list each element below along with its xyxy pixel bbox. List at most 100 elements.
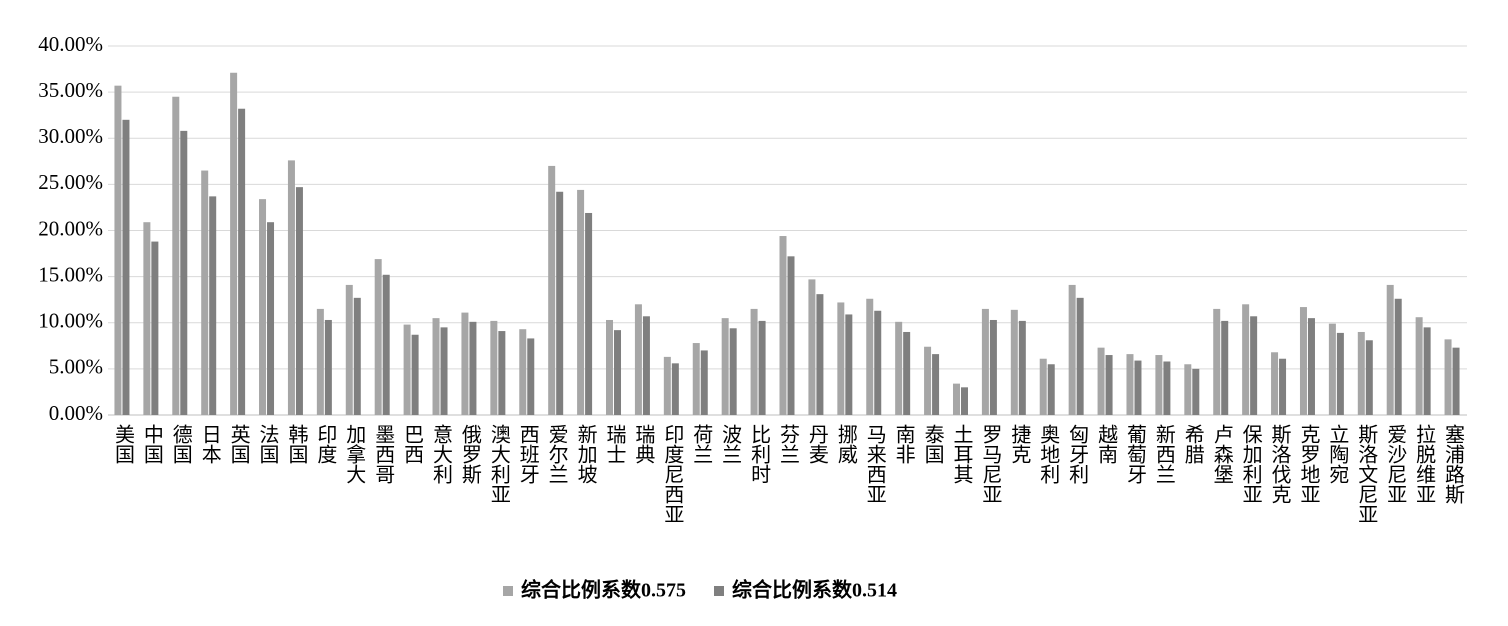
bar bbox=[1394, 298, 1402, 415]
bar bbox=[1452, 347, 1460, 415]
x-tick-label: 意大利 bbox=[430, 424, 453, 484]
bar bbox=[1163, 361, 1171, 415]
x-tick-label: 挪威 bbox=[834, 424, 857, 464]
x-tick-label: 巴西 bbox=[401, 424, 423, 464]
bar bbox=[634, 304, 642, 415]
x-tick-label: 斯洛文尼亚 bbox=[1355, 424, 1378, 524]
bar bbox=[230, 72, 238, 415]
bar bbox=[1010, 309, 1018, 415]
bar bbox=[432, 318, 440, 415]
bar bbox=[816, 294, 824, 415]
bar bbox=[180, 130, 188, 415]
bar bbox=[1213, 308, 1221, 415]
bar bbox=[845, 314, 853, 415]
bar bbox=[729, 328, 737, 415]
x-tick-label: 越南 bbox=[1095, 424, 1118, 464]
bar bbox=[287, 160, 295, 415]
x-tick-label: 塞浦路斯 bbox=[1442, 424, 1465, 504]
x-tick-label: 爱沙尼亚 bbox=[1384, 424, 1407, 504]
y-tick-label: 40.00% bbox=[38, 32, 103, 56]
x-tick-label: 德国 bbox=[169, 424, 192, 464]
bar bbox=[808, 279, 816, 415]
bar bbox=[1047, 364, 1055, 415]
bar bbox=[1068, 284, 1076, 415]
x-tick-label: 希腊 bbox=[1181, 424, 1204, 464]
bar bbox=[903, 331, 911, 415]
x-tick-label: 克罗地亚 bbox=[1297, 424, 1320, 504]
bar bbox=[960, 387, 968, 415]
bar bbox=[585, 212, 593, 415]
bar bbox=[527, 338, 535, 415]
x-tick-label: 葡萄牙 bbox=[1123, 424, 1146, 484]
bar bbox=[837, 302, 845, 415]
bar bbox=[316, 308, 324, 415]
y-tick-label: 0.00% bbox=[49, 401, 103, 425]
bar bbox=[1097, 347, 1105, 415]
bar bbox=[1279, 358, 1287, 415]
bar bbox=[1250, 316, 1258, 415]
x-tick-label: 罗马尼亚 bbox=[979, 424, 1002, 504]
y-tick-label: 15.00% bbox=[38, 262, 103, 286]
y-tick-label: 20.00% bbox=[38, 216, 103, 240]
bar bbox=[324, 319, 332, 415]
bar bbox=[440, 327, 448, 415]
bar bbox=[114, 85, 122, 415]
bar bbox=[259, 199, 267, 415]
bar bbox=[1299, 307, 1307, 415]
bar bbox=[1365, 340, 1373, 415]
bar bbox=[866, 298, 874, 415]
bar bbox=[932, 354, 940, 415]
bar bbox=[490, 320, 498, 415]
bar bbox=[924, 346, 932, 415]
x-tick-label: 日本 bbox=[198, 424, 221, 464]
y-tick-label: 30.00% bbox=[38, 124, 103, 148]
bar bbox=[151, 241, 159, 415]
bar bbox=[238, 108, 246, 415]
bar bbox=[122, 119, 130, 416]
bar bbox=[577, 189, 585, 415]
bar bbox=[663, 356, 671, 415]
bar bbox=[779, 236, 787, 415]
bar bbox=[1307, 318, 1315, 415]
bar bbox=[758, 320, 766, 415]
x-tick-label: 南非 bbox=[892, 424, 914, 464]
bar bbox=[1076, 297, 1084, 415]
y-tick-label: 10.00% bbox=[38, 309, 103, 333]
bar bbox=[952, 383, 960, 415]
x-tick-label: 芬兰 bbox=[777, 424, 800, 464]
bar bbox=[143, 222, 151, 415]
legend-swatch bbox=[503, 586, 513, 596]
bar bbox=[989, 319, 997, 415]
bar bbox=[469, 321, 477, 415]
x-tick-label: 保加利亚 bbox=[1239, 424, 1262, 504]
bar bbox=[874, 310, 882, 415]
legend-label: 综合比例系数0.514 bbox=[732, 578, 897, 602]
x-tick-label: 法国 bbox=[256, 424, 279, 464]
x-tick-label: 波兰 bbox=[719, 424, 742, 464]
bar bbox=[700, 350, 708, 415]
bar bbox=[267, 222, 275, 415]
bar bbox=[1336, 332, 1344, 415]
bar bbox=[981, 308, 989, 415]
bar bbox=[1328, 323, 1336, 415]
bar bbox=[519, 329, 527, 415]
x-tick-label: 捷克 bbox=[1008, 424, 1031, 464]
x-tick-label: 英国 bbox=[227, 424, 250, 464]
x-tick-label: 俄罗斯 bbox=[458, 424, 481, 484]
bar bbox=[1415, 317, 1423, 415]
bar bbox=[1134, 360, 1142, 415]
bar bbox=[172, 96, 180, 416]
x-tick-label: 马来西亚 bbox=[863, 424, 886, 504]
bar bbox=[461, 312, 469, 415]
bar bbox=[498, 331, 506, 415]
x-tick-label: 印度尼西亚 bbox=[661, 424, 684, 524]
x-tick-label: 斯洛伐克 bbox=[1268, 424, 1291, 504]
bar bbox=[787, 256, 795, 415]
bar bbox=[403, 324, 411, 415]
x-tick-label: 澳大利亚 bbox=[487, 424, 510, 504]
x-tick-label: 韩国 bbox=[285, 424, 308, 464]
x-tick-label: 泰国 bbox=[921, 424, 944, 464]
bar bbox=[382, 274, 390, 415]
bar bbox=[692, 343, 700, 415]
